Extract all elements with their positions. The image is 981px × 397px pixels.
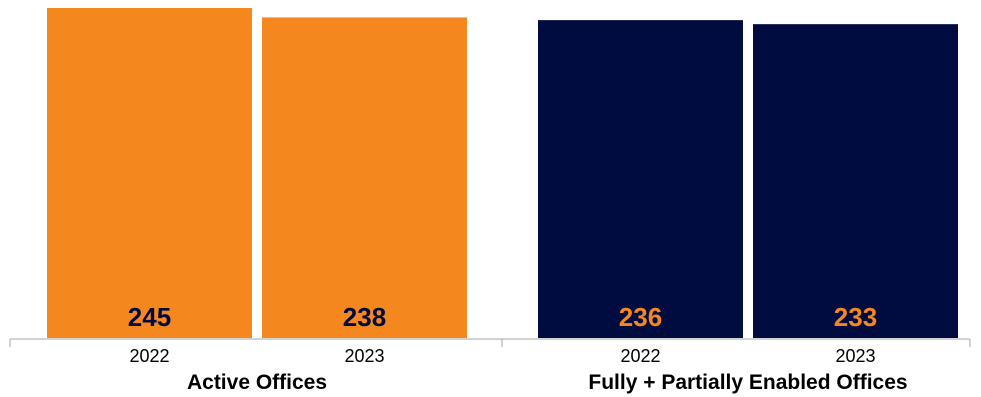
- tick-label-2-2022: 2022: [620, 346, 660, 366]
- bar-2-2022: [538, 20, 743, 339]
- bar-2-2023: [753, 24, 958, 338]
- group-label-1: Active Offices: [187, 371, 327, 394]
- labels-layer: 245 2022 238 2023 Active Offices 236 2022 233 20…: [128, 302, 908, 394]
- bars-layer: [47, 8, 958, 339]
- group-label-2: Fully + Partially Enabled Offices: [588, 371, 907, 394]
- tick-label-1-2022: 2022: [129, 346, 169, 366]
- data-label-1-2023: 238: [343, 302, 386, 332]
- tick-label-2-2023: 2023: [835, 346, 875, 366]
- data-label-2-2023: 233: [834, 302, 877, 332]
- x-axis: [9, 338, 971, 347]
- data-label-2-2022: 236: [619, 302, 662, 332]
- bar-1-2022: [47, 8, 252, 338]
- bar-1-2023: [262, 17, 467, 339]
- tick-label-1-2023: 2023: [344, 346, 384, 366]
- data-label-1-2022: 245: [128, 302, 171, 332]
